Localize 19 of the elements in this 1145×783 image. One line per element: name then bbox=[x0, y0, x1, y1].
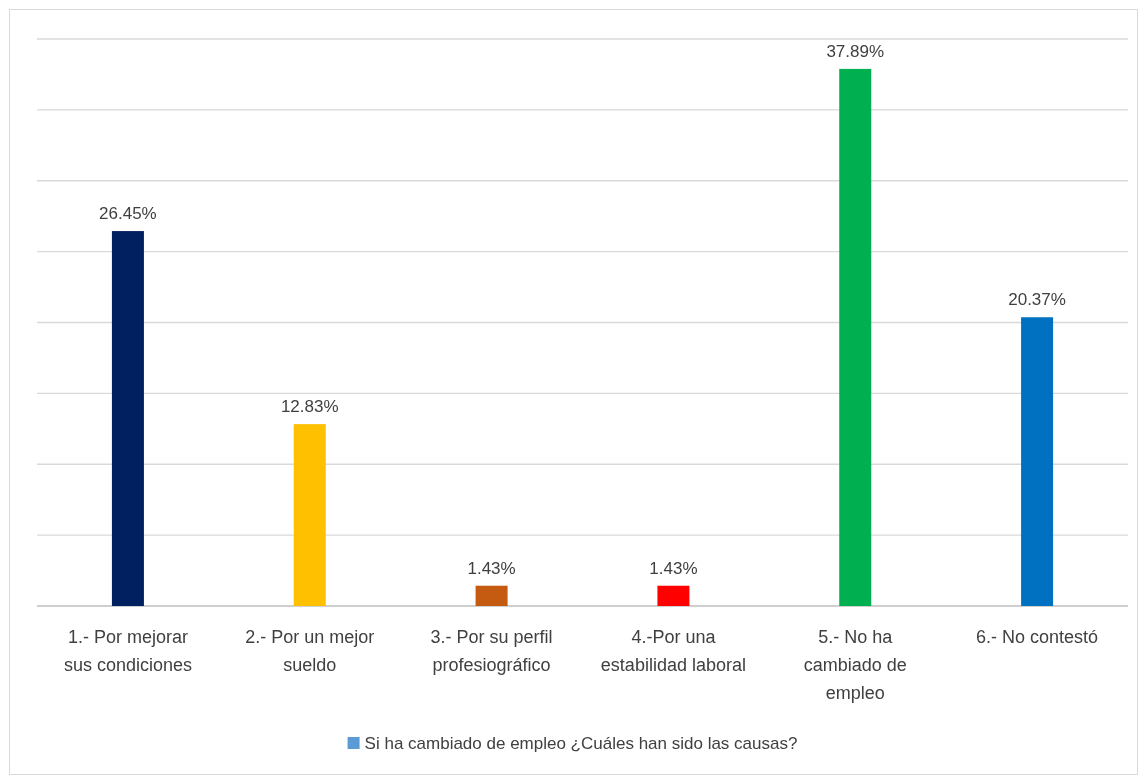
data-label: 20.37% bbox=[1008, 290, 1066, 310]
bar bbox=[839, 68, 872, 606]
data-label: 1.43% bbox=[467, 558, 516, 578]
bar bbox=[657, 585, 690, 606]
data-label: 1.43% bbox=[649, 558, 698, 578]
x-tick-label: 4.-Por una estabilidad laboral bbox=[600, 627, 746, 675]
x-tick-label: 5.- No ha cambiado de empleo bbox=[803, 627, 907, 703]
bar bbox=[1021, 317, 1054, 606]
bar bbox=[293, 424, 326, 606]
data-label: 26.45% bbox=[99, 204, 157, 224]
x-tick-label: 2.- Por un mejor sueldo bbox=[245, 627, 375, 675]
x-tick-label: 3.- Por su perfil profesiográfico bbox=[430, 627, 553, 675]
x-tick-label: 1.- Por mejorar sus condiciones bbox=[63, 627, 192, 675]
bar bbox=[475, 585, 508, 606]
x-tick-label: 6.- No contestó bbox=[976, 627, 1099, 647]
text: Si ha cambiado de empleo ¿Cuáles han sido las causas? bbox=[364, 734, 798, 753]
data-label: 12.83% bbox=[280, 397, 339, 417]
bar bbox=[111, 231, 144, 606]
data-label: 37.89% bbox=[826, 41, 885, 61]
